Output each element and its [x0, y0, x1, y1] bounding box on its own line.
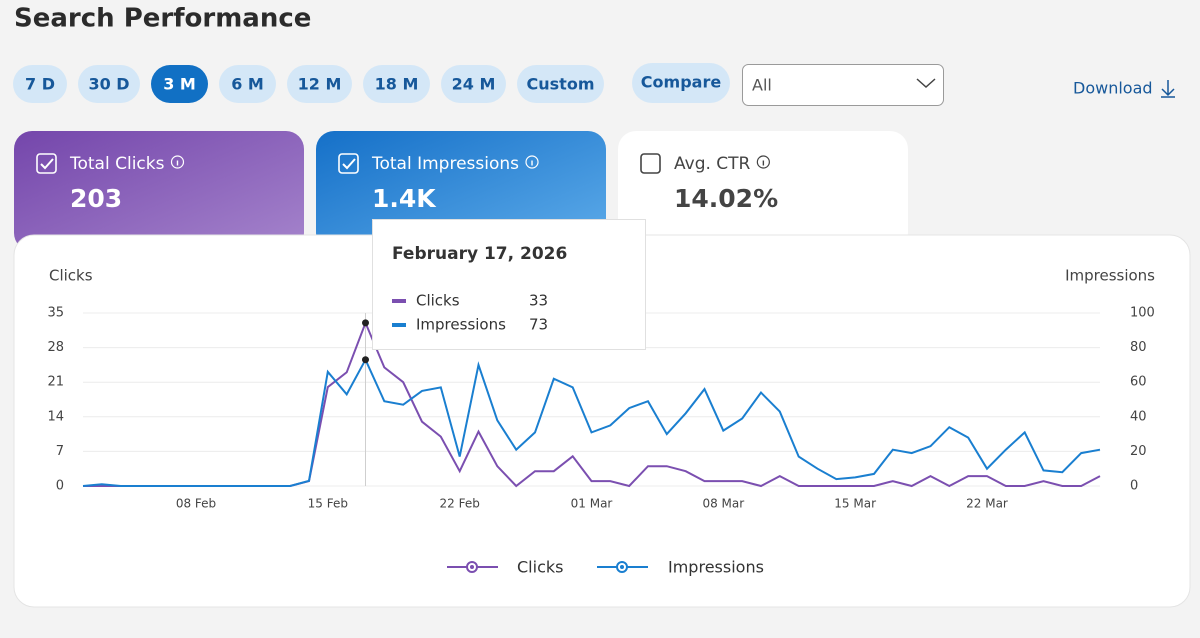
compare-button[interactable] [632, 63, 730, 103]
x-tick-label: 08 Mar [702, 497, 744, 511]
card-label: Total Impressions [371, 154, 519, 174]
checkmark [342, 158, 356, 170]
select-chevron [916, 78, 936, 89]
y2-tick-label: 0 [1130, 479, 1138, 494]
y2-axis-title: Impressions [1065, 267, 1155, 285]
legend-label[interactable]: Impressions [668, 558, 764, 577]
y2-tick-label: 20 [1130, 444, 1147, 459]
card-label: Total Clicks [69, 154, 165, 174]
download-link[interactable]: Download [1073, 79, 1153, 98]
y-tick-label: 7 [56, 444, 64, 459]
range-button[interactable] [441, 65, 506, 103]
y2-tick-label: 60 [1130, 375, 1147, 390]
y2-tick-label: 100 [1130, 306, 1155, 321]
legend-marker-dot [620, 565, 624, 569]
range-button[interactable] [78, 65, 140, 103]
y2-tick-label: 40 [1130, 409, 1147, 424]
legend-marker-dot [470, 565, 474, 569]
y-tick-label: 21 [47, 375, 64, 390]
y-tick-label: 28 [47, 340, 64, 355]
range-button-label: 3 M [163, 75, 196, 94]
tooltip-name: Clicks [416, 292, 460, 310]
card-checkbox[interactable] [640, 153, 661, 174]
y-tick-label: 14 [47, 409, 64, 424]
metric-card[interactable] [14, 131, 304, 251]
checkmark [40, 158, 54, 170]
card-checkbox[interactable] [36, 153, 57, 174]
filter-value: All [752, 76, 772, 95]
range-button-label: 30 D [88, 75, 129, 94]
range-button-label: 6 M [231, 75, 264, 94]
info-icon [525, 155, 539, 169]
y-tick-label: 0 [56, 479, 64, 494]
x-tick-label: 15 Feb [308, 497, 348, 511]
tooltip-name: Impressions [416, 316, 506, 334]
card-value: 1.4K [372, 184, 437, 213]
y2-tick-label: 80 [1130, 340, 1147, 355]
tooltip-title: February 17, 2026 [392, 244, 567, 264]
range-button-label: Custom [527, 75, 595, 94]
tooltip-swatch [392, 323, 406, 327]
x-tick-label: 15 Mar [834, 497, 876, 511]
page-title: Search Performance [14, 4, 311, 34]
x-tick-label: 22 Mar [966, 497, 1008, 511]
legend-label[interactable]: Clicks [517, 558, 563, 577]
card-label: Avg. CTR [674, 154, 751, 174]
range-button[interactable] [151, 65, 208, 103]
card-value: 203 [70, 184, 122, 213]
card-value: 14.02% [674, 184, 778, 213]
x-tick-label: 22 Feb [439, 497, 479, 511]
tooltip-swatch [392, 299, 406, 303]
x-tick-label: 01 Mar [571, 497, 613, 511]
range-button[interactable] [363, 65, 430, 103]
range-button-label: 18 M [375, 75, 419, 94]
tooltip-value: 33 [529, 292, 548, 310]
x-tick-label: 08 Feb [176, 497, 216, 511]
range-button[interactable] [287, 65, 352, 103]
hover-point [362, 356, 369, 364]
range-button[interactable] [219, 65, 276, 103]
card-checkbox[interactable] [338, 153, 359, 174]
range-button-label: 24 M [452, 75, 496, 94]
range-button-label: 12 M [298, 75, 342, 94]
compare-label: Compare [641, 73, 722, 92]
filter-select[interactable] [742, 64, 944, 106]
tooltip-value: 73 [529, 316, 548, 334]
y-tick-label: 35 [47, 306, 64, 321]
series-line [82, 357, 1101, 487]
range-button[interactable] [517, 65, 604, 103]
range-button-label: 7 D [25, 75, 55, 94]
range-button[interactable] [13, 65, 67, 103]
download-icon [1161, 80, 1175, 98]
metric-card[interactable] [618, 131, 908, 251]
tooltip [372, 219, 646, 350]
info-icon [756, 155, 770, 169]
info-icon [170, 155, 185, 169]
y-axis-title: Clicks [49, 267, 93, 285]
hover-point [362, 319, 369, 327]
